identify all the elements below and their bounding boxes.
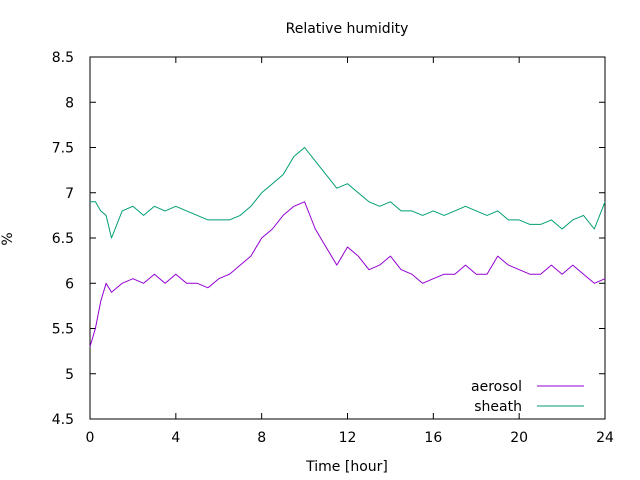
series-line-aerosol	[89, 201, 606, 347]
y-tick-label: 4.5	[52, 412, 74, 428]
legend-label: aerosol	[471, 379, 522, 395]
plot-area	[89, 56, 606, 420]
chart-title: Relative humidity	[286, 21, 409, 37]
x-tick-label: 24	[596, 430, 614, 446]
x-tick-label: 16	[424, 430, 442, 446]
y-tick-label: 5.5	[52, 322, 74, 338]
y-tick-label: 6.5	[52, 231, 74, 247]
legend: aerosol sheath	[471, 379, 584, 415]
series-group	[89, 147, 606, 347]
y-axis-title: %	[0, 232, 16, 245]
x-tick-label: 4	[171, 430, 180, 446]
x-axis: 0 4 8 12 16 20 24	[86, 57, 614, 446]
y-tick-label: 8.5	[52, 50, 74, 66]
y-tick-label: 7.5	[52, 141, 74, 157]
x-tick-label: 0	[86, 430, 95, 446]
y-tick-label: 8	[65, 95, 74, 111]
x-tick-label: 8	[257, 430, 266, 446]
series-line-sheath	[90, 147, 606, 239]
plot-frame	[89, 56, 606, 420]
x-tick-label: 12	[339, 430, 357, 446]
y-tick-label: 5	[65, 367, 74, 383]
y-tick-label: 7	[65, 186, 74, 202]
legend-label: sheath	[474, 399, 522, 415]
y-tick-label: 6	[65, 276, 74, 292]
x-tick-label: 20	[510, 430, 528, 446]
y-axis: 4.5 5 5.5 6 6.5 7 7.5 8 8.5	[52, 50, 605, 428]
x-axis-title: Time [hour]	[305, 459, 388, 475]
